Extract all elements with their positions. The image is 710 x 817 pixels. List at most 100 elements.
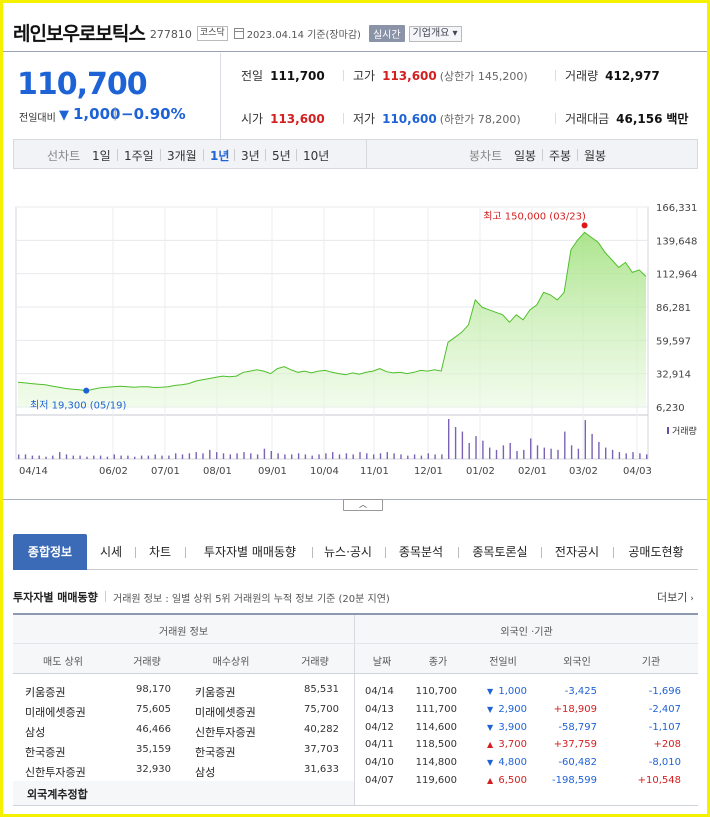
down-arrow-icon: ▼ xyxy=(487,705,494,714)
volume-bar xyxy=(120,455,122,459)
tab-overview[interactable]: 종합정보 xyxy=(13,534,87,570)
tab-short-selling[interactable]: 공매도현황 xyxy=(628,545,684,559)
candle-weekly[interactable]: 주봉 xyxy=(549,149,572,163)
lower-limit: (하한가 78,200) xyxy=(439,113,521,126)
price-summary: 110,700 전일대비 ▼ 1,000 | −0.90% xyxy=(3,53,221,139)
more-link[interactable]: 더보기 › xyxy=(657,589,694,605)
tab-chart[interactable]: 차트 xyxy=(148,545,172,559)
period-5y[interactable]: 5년 xyxy=(272,149,291,163)
investor-close: 110,700 xyxy=(415,686,457,697)
volume-bar xyxy=(393,453,395,459)
tab-discussion[interactable]: 종목토론실 xyxy=(472,545,528,559)
x-tick-label: 01/02 xyxy=(466,466,495,477)
volume-bar xyxy=(209,449,211,459)
period-1w[interactable]: 1주일 xyxy=(124,149,154,163)
volume-bar xyxy=(270,451,272,459)
volume-bar xyxy=(427,453,429,459)
stock-name[interactable]: 레인보우로보틱스 xyxy=(13,22,146,45)
broker-buy-name[interactable]: 신한투자증권 xyxy=(195,726,256,739)
header-divider xyxy=(3,51,707,52)
volume-bar xyxy=(536,445,539,459)
quote-label: 저가 xyxy=(353,112,376,126)
y-tick-label: 166,331 xyxy=(656,203,697,214)
candle-monthly[interactable]: 월봉 xyxy=(584,149,607,163)
tab-disclosure[interactable]: 전자공시 xyxy=(554,545,600,559)
broker-sell-name[interactable]: 한국증권 xyxy=(25,746,66,759)
quote-divider xyxy=(343,70,344,81)
tab-investor-trend[interactable]: 투자자별 매매동향 xyxy=(203,545,297,559)
broker-sell-volume: 46,466 xyxy=(136,724,171,735)
price-chart[interactable]: 166,331 139,648 112,964 86,281 59,597 32,914 6… xyxy=(3,175,707,505)
volume-bar xyxy=(65,454,68,459)
pct-separator: | xyxy=(113,106,118,121)
volume-bar xyxy=(72,455,74,459)
broker-buy-name[interactable]: 한국증권 xyxy=(195,746,236,759)
volume-bar xyxy=(448,419,450,459)
volume-bar xyxy=(79,455,81,459)
volume-legend-label: 거래량 xyxy=(672,425,697,437)
stock-code: 277810 xyxy=(149,27,192,41)
quote-volume: 거래량 412,977 xyxy=(565,67,660,84)
volume-bar xyxy=(359,452,361,459)
x-tick-label: 04/14 xyxy=(19,466,48,477)
candle-daily[interactable]: 일봉 xyxy=(514,149,537,163)
broker-buy-volume: 75,700 xyxy=(304,704,339,715)
volume-bar xyxy=(591,433,593,459)
volume-bar xyxy=(577,448,580,459)
volume-bar xyxy=(420,455,423,459)
candle-chart-label: 봉차트 xyxy=(469,149,503,163)
period-divider xyxy=(542,149,543,161)
broker-sell-name[interactable]: 삼성 xyxy=(25,726,46,739)
volume-bar xyxy=(523,449,525,459)
tab-divider xyxy=(135,547,136,558)
tab-analysis[interactable]: 종목분석 xyxy=(398,545,444,559)
broker-sell-name[interactable]: 키움증권 xyxy=(25,686,66,699)
volume-bar xyxy=(557,449,559,459)
x-tick-label: 08/01 xyxy=(203,466,232,477)
realtime-button[interactable]: 실시간 xyxy=(368,25,405,42)
period-3y[interactable]: 3년 xyxy=(241,149,260,163)
tab-news[interactable]: 뉴스·공시 xyxy=(324,545,372,559)
period-1y[interactable]: 1년 xyxy=(210,149,230,163)
volume-bar xyxy=(530,438,532,459)
volume-bar xyxy=(45,456,47,459)
broker-buy-volume: 85,531 xyxy=(304,684,339,695)
col-sell-volume: 거래량 xyxy=(133,657,161,668)
prev-diff-label: 전일대비 xyxy=(19,113,56,124)
period-3m[interactable]: 3개월 xyxy=(167,149,197,163)
x-tick-label: 10/04 xyxy=(310,466,339,477)
company-overview-button[interactable]: 기업개요 ▾ xyxy=(408,25,462,42)
volume-bar xyxy=(516,451,518,459)
investor-diff: 4,800 xyxy=(498,757,527,768)
investor-date: 04/14 xyxy=(365,686,394,697)
broker-sell-name[interactable]: 신한투자증권 xyxy=(25,766,86,779)
col-sell-top: 매도 상위 xyxy=(43,657,83,668)
period-bar: 선차트 1일 1주일 3개월 1년 3년 5년 10년 봉차트 일봉 주봉 월봉 xyxy=(13,139,698,169)
volume-bar xyxy=(304,454,307,459)
period-1d[interactable]: 1일 xyxy=(92,149,111,163)
collapse-chart-button[interactable]: ︿ xyxy=(343,499,383,511)
price-chart-svg: 166,331 139,648 112,964 86,281 59,597 32,914 6… xyxy=(15,203,697,477)
price-diff: 1,000 xyxy=(73,105,121,123)
price-line xyxy=(17,231,647,392)
stock-header: 레인보우로보틱스 277810 코스닥 2023.04.14 기준(장마감) 실… xyxy=(13,17,462,47)
volume-bar xyxy=(373,454,375,459)
quote-value: 113,600 xyxy=(270,112,325,126)
period-10y[interactable]: 10년 xyxy=(303,149,330,163)
broker-buy-name[interactable]: 미래에셋증권 xyxy=(195,706,256,719)
x-tick-label: 06/02 xyxy=(99,466,128,477)
quote-divider xyxy=(555,70,556,81)
tab-price[interactable]: 시세 xyxy=(99,545,123,559)
down-arrow-icon: ▼ xyxy=(487,687,494,696)
broker-buy-name[interactable]: 키움증권 xyxy=(195,686,236,699)
volume-bar xyxy=(611,449,614,459)
volume-bar xyxy=(386,452,388,459)
broker-sell-name[interactable]: 미래에셋증권 xyxy=(25,706,86,719)
y-tick-label: 86,281 xyxy=(656,303,691,314)
volume-bar xyxy=(441,454,443,459)
volume-bar xyxy=(550,448,552,459)
volume-bar xyxy=(188,453,191,459)
broker-buy-name[interactable]: 삼성 xyxy=(195,766,216,779)
foreign-total-bg xyxy=(13,781,354,805)
investor-institution: -1,696 xyxy=(648,686,681,697)
